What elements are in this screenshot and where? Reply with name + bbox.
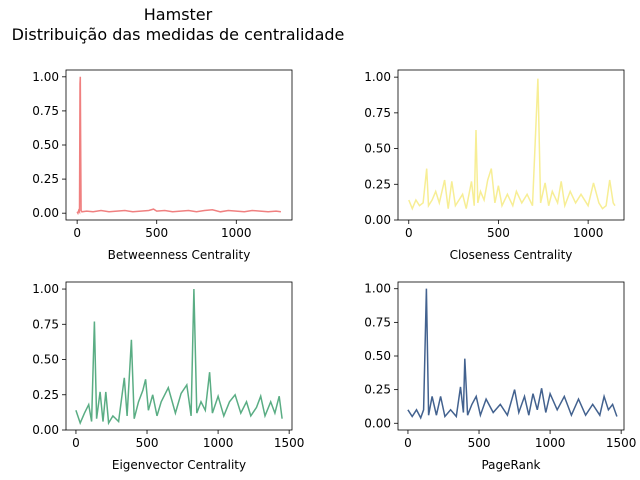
series-line-3: [75, 288, 283, 426]
x-tick-label: 500: [487, 226, 510, 240]
x-tick-label: 500: [145, 226, 168, 240]
y-tick-label: 0.00: [364, 416, 391, 430]
y-tick-label: 1.00: [364, 282, 391, 296]
x-tick-label: 1000: [573, 226, 604, 240]
x-tick-label: 1000: [535, 436, 566, 450]
y-tick-label: 0.75: [364, 106, 391, 120]
x-axis-label: Eigenvector Centrality: [112, 458, 246, 472]
subplot-1: 0 500 1000 0.00 0.25 0.50 0.75 1.00 Betweenness …: [32, 69, 293, 262]
x-axis-label: PageRank: [481, 458, 540, 472]
x-tick-label: 500: [468, 436, 491, 450]
x-tick-label: 0: [73, 226, 81, 240]
axes-frame: [65, 69, 293, 221]
y-tick-label: 0.75: [32, 317, 59, 331]
x-tick-label: 0: [405, 226, 413, 240]
y-tick-label: 1.00: [32, 282, 59, 296]
subplot-2: 0 500 1000 0.00 0.25 0.50 0.75 1.00 Closeness Ce…: [364, 69, 625, 262]
figure-title: Hamster: [144, 5, 213, 24]
x-tick-label: 500: [136, 436, 159, 450]
y-tick-label: 1.00: [32, 70, 59, 84]
x-tick-label: 1500: [606, 436, 637, 450]
series-line-1: [76, 76, 282, 216]
y-tick-label: 0.25: [364, 383, 391, 397]
axes-frame: [397, 69, 625, 221]
y-tick-label: 0.25: [32, 172, 59, 186]
x-axis-label: Betweenness Centrality: [108, 248, 251, 262]
subplot-4: 0 500 1000 1500 0.00 0.25 0.50 0.75 1.00 PageRank: [364, 281, 637, 472]
x-tick-label: 1000: [203, 436, 234, 450]
subplots: 0 500 1000 0.00 0.25 0.50 0.75 1.00 Betweenness …: [32, 69, 637, 472]
x-tick-label: 0: [72, 436, 80, 450]
y-tick-label: 0.50: [364, 142, 391, 156]
y-tick-label: 0.75: [32, 104, 59, 118]
y-tick-label: 1.00: [364, 70, 391, 84]
x-axis-label: Closeness Centrality: [450, 248, 573, 262]
series-line-2: [408, 78, 616, 211]
y-tick-label: 0.75: [364, 315, 391, 329]
y-tick-label: 0.00: [32, 423, 59, 437]
y-tick-label: 0.25: [364, 177, 391, 191]
series-line-4: [407, 288, 618, 420]
y-tick-label: 0.50: [364, 349, 391, 363]
x-tick-label: 1500: [274, 436, 305, 450]
y-tick-label: 0.00: [364, 213, 391, 227]
y-tick-label: 0.50: [32, 138, 59, 152]
x-tick-label: 1000: [221, 226, 252, 240]
figure-subtitle: Distribuição das medidas de centralidade: [12, 25, 345, 44]
x-tick-label: 0: [404, 436, 412, 450]
y-tick-label: 0.00: [32, 206, 59, 220]
subplot-3: 0 500 1000 1500 0.00 0.25 0.50 0.75 1.00 Eigenvec…: [32, 281, 305, 472]
y-tick-label: 0.50: [32, 353, 59, 367]
y-tick-label: 0.25: [32, 388, 59, 402]
axes-frame: [65, 281, 293, 431]
